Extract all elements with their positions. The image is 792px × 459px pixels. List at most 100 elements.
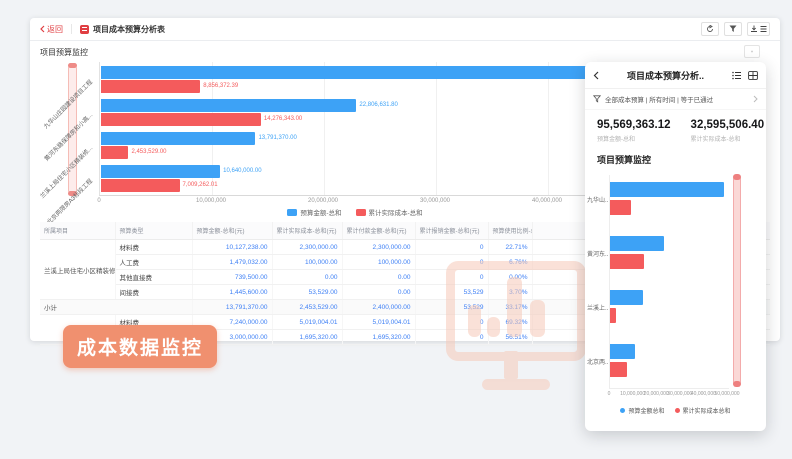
main-bar-chart: 8,856,372.39 22,806,631.80 14,276,343.00 13… <box>99 62 643 196</box>
panel-filter-text: 全部成本预算 | 所有时间 | 等于已通过 <box>605 97 714 104</box>
back-button[interactable]: 返回 <box>40 24 63 35</box>
value-cell: 0 <box>415 329 489 345</box>
value-cell: 1,695,320.00 <box>272 329 343 345</box>
budget-type-cell: 材料费 <box>115 239 193 255</box>
gridline <box>436 62 437 195</box>
bar-value-label: 2,453,529.00 <box>131 149 167 155</box>
actual-cost-bar <box>610 362 627 377</box>
value-cell: 53,529 <box>415 299 489 315</box>
budget-type-cell: 人工费 <box>115 254 193 270</box>
category-label: 黄河东.. <box>587 252 608 258</box>
chart-category-axis: 九华山庄园建设项目工程 黄河东路保障房和小高... 兰溪上局住宅小区精装修... 北京… <box>30 62 94 226</box>
stat-value: 95,569,363.12 <box>597 119 671 131</box>
panel-section-title: 项目预算监控 <box>597 155 652 165</box>
gridline <box>212 62 213 195</box>
value-cell: 2,300,000.00 <box>342 239 416 255</box>
chevron-left-icon[interactable] <box>593 71 599 80</box>
budget-bar <box>610 236 664 251</box>
legend-item[interactable]: 累计实际成本总和 <box>674 406 731 415</box>
value-cell: 33.17% <box>488 299 533 315</box>
chevron-left-icon <box>40 25 45 33</box>
legend-item[interactable]: 预算金额总和 <box>620 406 665 415</box>
bar-value-label: 10,640,000.00 <box>223 168 262 174</box>
budget-bar <box>610 182 725 197</box>
watermark-label: 成本数据监控 <box>63 325 218 368</box>
bar-value-label: 8,856,372.39 <box>203 83 239 89</box>
value-cell: 53,529.00 <box>272 284 343 300</box>
axis-tick-label: 20,000,000 <box>643 391 669 397</box>
actual-cost-bar <box>610 200 631 215</box>
value-cell: 22.71% <box>488 239 533 255</box>
category-label: 北京两.. <box>587 360 608 366</box>
chart-zoom-slider[interactable] <box>68 63 77 196</box>
legend-item[interactable]: 预算金额-总和 <box>287 207 342 217</box>
legend-item[interactable]: 累计实际成本-总和 <box>355 207 423 217</box>
value-cell: 100,000.00 <box>272 254 343 270</box>
category-label: 九华山.. <box>587 198 608 204</box>
actual-cost-bar <box>101 80 201 93</box>
grid-table-icon[interactable] <box>748 70 758 80</box>
stat-label: 预算金额-总和 <box>597 137 635 143</box>
chart-legend: 预算金额-总和 累计实际成本-总和 <box>99 207 611 217</box>
column-header: 预算使用比例-总和(%) <box>488 222 533 240</box>
axis-tick-label: 40,000,000 <box>690 391 716 397</box>
panel-stats: 95,569,363.12 预算金额-总和 32,595,506.40 累计实际… <box>585 110 766 145</box>
value-cell: 0 <box>415 254 489 270</box>
project-cell: 小计 <box>40 299 193 315</box>
value-cell: 5,019,004.01 <box>272 314 343 330</box>
budget-bar <box>610 290 643 305</box>
legend-swatch <box>355 208 366 216</box>
chevron-right-icon <box>753 95 758 103</box>
report-icon <box>80 24 89 34</box>
value-cell: 0 <box>415 239 489 255</box>
bar-value-label: 14,276,343.00 <box>263 116 303 122</box>
bar-value-label: 13,791,370.00 <box>258 135 297 141</box>
axis-tick-label: 0 <box>97 198 101 204</box>
value-cell: 0.00 <box>272 269 343 285</box>
value-cell: 739,500.00 <box>192 269 273 285</box>
column-header: 所属项目 <box>40 222 116 240</box>
actual-cost-bar <box>101 113 261 126</box>
axis-tick-label: 0 <box>607 391 611 397</box>
budget-bar <box>101 66 643 79</box>
divider <box>71 24 72 34</box>
stat-label: 累计实际成本-总和 <box>690 137 741 143</box>
value-cell: 1,479,032.00 <box>192 254 273 270</box>
legend-label: 累计实际成本-总和 <box>368 210 423 217</box>
titlebar-actions <box>701 22 770 36</box>
actual-cost-bar <box>610 308 616 323</box>
refresh-button[interactable] <box>701 22 719 36</box>
export-button[interactable] <box>747 22 770 36</box>
panel-zoom-slider[interactable] <box>733 174 741 387</box>
filter-button[interactable] <box>724 22 742 36</box>
column-header: 累计实际成本-总和(元) <box>272 222 343 240</box>
bar-value-label: 7,009,262.01 <box>182 182 218 188</box>
value-cell: 10,127,238.00 <box>192 239 273 255</box>
value-cell: 56.51% <box>488 329 533 345</box>
window-titlebar: 返回 项目成本预算分析表 <box>30 18 780 41</box>
panel-title: 项目成本预算分析.. <box>626 70 704 81</box>
sort-list-icon[interactable] <box>732 71 742 80</box>
value-cell: 1,445,600.00 <box>192 284 273 300</box>
value-cell: 5,019,004.01 <box>342 314 416 330</box>
value-cell: 1,695,320.00 <box>342 329 416 345</box>
column-header: 预算类型 <box>115 222 193 240</box>
panel-legend: 预算金额总和 累计实际成本总和 <box>585 406 766 415</box>
chart-settings-button[interactable] <box>744 45 760 58</box>
axis-tick-label: 20,000,000 <box>307 198 339 204</box>
value-cell: 69.32% <box>488 314 533 330</box>
budget-bar <box>610 344 636 359</box>
value-cell: 2,300,000.00 <box>272 239 343 255</box>
axis-tick-label: 30,000,000 <box>667 391 693 397</box>
project-cell: 兰溪上局住宅小区精装修第... <box>40 239 116 300</box>
panel-filter-bar[interactable]: 全部成本预算 | 所有时间 | 等于已通过 <box>585 89 766 110</box>
value-cell: 53,529 <box>415 284 489 300</box>
axis-tick-label: 10,000,000 <box>620 391 646 397</box>
funnel-icon <box>729 25 737 32</box>
value-cell: 3.70% <box>488 284 533 300</box>
stat-actual-cost-total: 32,595,506.40 累计实际成本-总和 <box>691 119 765 143</box>
value-cell: 0.00% <box>488 269 533 285</box>
gear-icon <box>751 50 753 53</box>
chart-section-title: 项目预算监控 <box>40 48 88 57</box>
